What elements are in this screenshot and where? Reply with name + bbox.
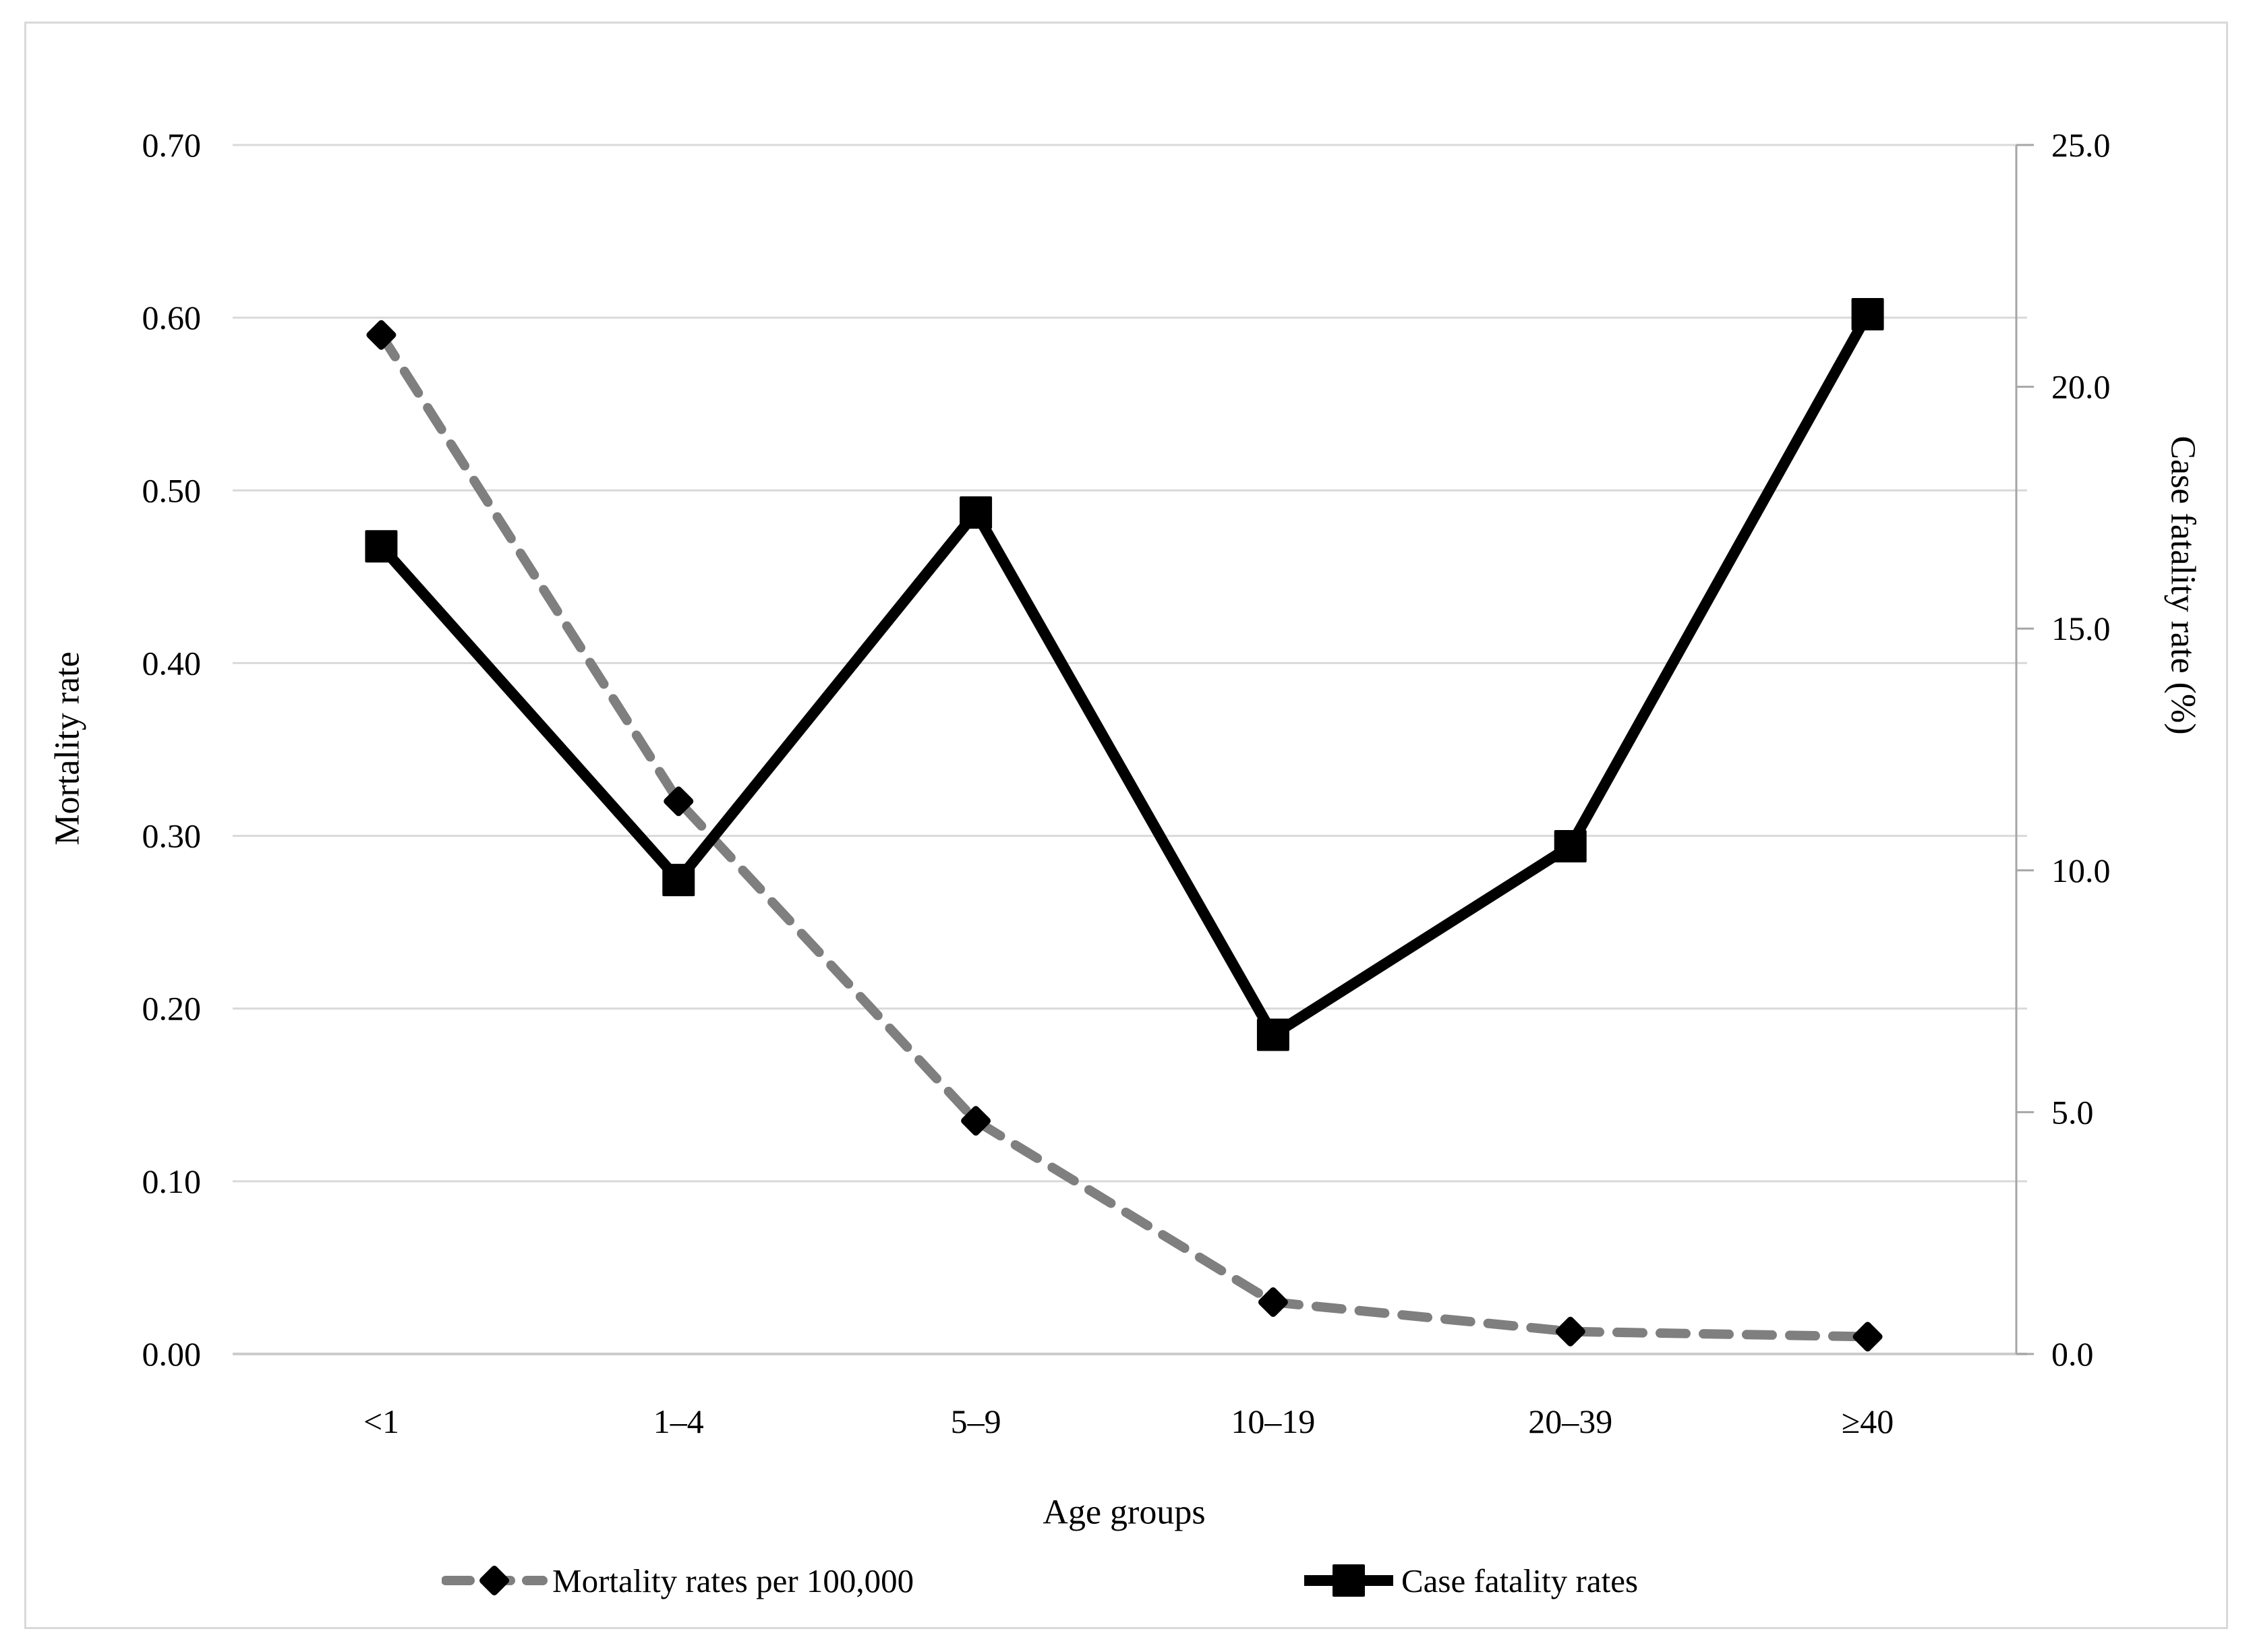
legend-label-mortality: Mortality rates per 100,000 [552,1562,914,1599]
case-fatality-legend-marker-icon [1304,1564,1393,1597]
series-line-case-fatality [377,312,1873,1042]
x-axis-tick-label: 1–4 [653,1403,704,1440]
right-axis-title: Case fatality rate (%) [2163,436,2202,735]
data-point-square [365,530,398,563]
left-axis-tick-label: 0.60 [142,299,202,336]
x-axis-tick-label: 10–19 [1231,1403,1315,1440]
left-axis-tick-label: 0.40 [142,644,202,682]
x-axis-tick-label: 20–39 [1528,1403,1612,1440]
data-point-square [1851,298,1884,331]
data-point-square [1256,1018,1289,1051]
left-axis-title: Mortality rate [48,651,87,846]
data-point-diamond [366,320,397,350]
left-axis-tick-label: 0.10 [142,1162,202,1200]
legend-item-case-fatality: Case fatality rates [1300,1555,1638,1606]
legend: Mortality rates per 100,000 Case fatalit… [0,1555,2253,1606]
right-axis-tick-label: 0.0 [2051,1335,2094,1373]
right-axis-tick-label: 25.0 [2051,126,2111,164]
data-point-square [662,864,695,897]
x-axis-tick-label: 5–9 [951,1403,1001,1440]
legend-label-case-fatality: Case fatality rates [1401,1562,1639,1599]
data-point-square [1554,829,1587,862]
legend-item-mortality: Mortality rates per 100,000 [442,1555,914,1606]
left-axis-tick-label: 0.00 [142,1335,202,1373]
mortality-legend-marker-icon [442,1566,548,1595]
data-point-diamond [961,1106,991,1136]
x-axis-tick-label: ≥40 [1842,1403,1894,1440]
data-point-diamond [1258,1287,1288,1318]
left-axis-tick-label: 0.50 [142,471,202,509]
data-point-square [960,496,993,529]
figure-border [24,22,2228,1629]
right-axis-tick-label: 15.0 [2051,610,2111,647]
right-axis-tick-label: 10.0 [2051,852,2111,889]
x-axis-tick-label: <1 [363,1403,399,1440]
right-axis-tick-label: 5.0 [2051,1093,2094,1131]
left-axis-tick-label: 0.20 [142,990,202,1028]
data-point-diamond [664,786,694,817]
data-point-diamond [1852,1322,1883,1352]
left-axis-tick-label: 0.70 [142,126,202,164]
data-point-diamond [1555,1316,1585,1347]
x-axis-title: Age groups [1043,1493,1206,1532]
right-axis-tick-label: 20.0 [2051,368,2111,406]
series-line-mortality [376,330,1873,1342]
left-axis-tick-label: 0.30 [142,817,202,855]
